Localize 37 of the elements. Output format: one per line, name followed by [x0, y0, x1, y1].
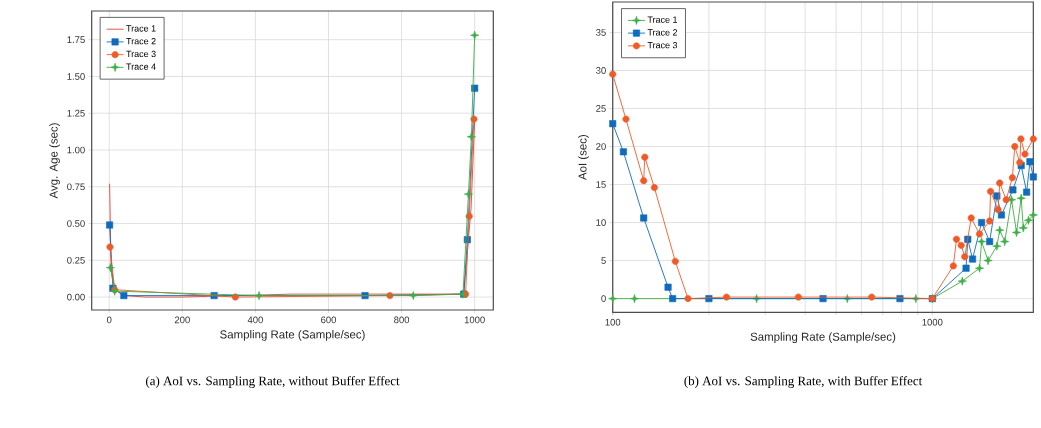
y-axis-title: Avg. Age (sec) [49, 123, 60, 199]
x-tick-label: 1000 [922, 318, 943, 326]
y-tick-label: 30 [596, 67, 606, 74]
y-tick-label: 15 [596, 181, 606, 188]
y-tick-label: 20 [596, 143, 606, 150]
text: (a) AoI vs. Sampling Rate, without Buffer Effect [145, 376, 400, 388]
y-axis-title: AoI (sec) [578, 134, 589, 181]
y-tick-label: 1.75 [67, 36, 85, 43]
x-tick-label: 0 [106, 316, 112, 324]
legend-label: Trace 3 [126, 50, 156, 58]
x-tick-label: 800 [394, 316, 410, 324]
y-tick-label: 1.50 [67, 73, 85, 80]
y-tick-label: 35 [596, 29, 606, 36]
y-tick-label: 0 [601, 295, 606, 302]
x-tick-label: 100 [605, 318, 621, 326]
x-tick-label: 600 [321, 316, 337, 324]
legend-label: Trace 4 [126, 63, 156, 70]
y-tick-label: 25 [596, 105, 606, 112]
y-tick-label: 0.75 [67, 183, 85, 191]
legend-label: Trace 1 [126, 25, 156, 32]
x-axis-title: Sampling Rate (Sample/sec) [750, 332, 896, 344]
legend-label: Trace 2 [126, 38, 156, 45]
y-tick-label: 1.00 [67, 146, 85, 154]
y-tick-label: 0.25 [67, 256, 85, 264]
x-tick-label: 1000 [464, 316, 485, 324]
x-tick-label: 200 [174, 316, 190, 324]
legend-label: Trace 3 [647, 41, 678, 49]
x-axis-title: Sampling Rate (Sample/sec) [220, 330, 365, 341]
y-tick-label: 0.00 [67, 293, 85, 301]
text: (b) AoI vs. Sampling Rate, with Buffer Effect [684, 376, 923, 388]
y-tick-label: 5 [601, 257, 606, 264]
y-tick-label: 10 [596, 219, 606, 226]
legend-label: Trace 2 [647, 29, 678, 36]
legend-label: Trace 1 [647, 16, 678, 23]
x-tick-label: 400 [247, 316, 263, 324]
y-tick-label: 1.25 [67, 109, 85, 117]
y-tick-label: 0.50 [67, 220, 85, 227]
